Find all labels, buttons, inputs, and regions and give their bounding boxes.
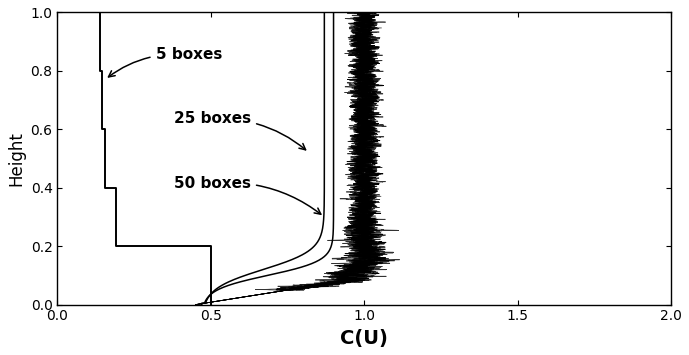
Text: 25 boxes: 25 boxes	[174, 111, 306, 150]
X-axis label: C(U): C(U)	[340, 329, 388, 348]
Text: 5 boxes: 5 boxes	[108, 47, 222, 77]
Text: 50 boxes: 50 boxes	[174, 176, 321, 214]
Y-axis label: Height: Height	[7, 131, 25, 186]
